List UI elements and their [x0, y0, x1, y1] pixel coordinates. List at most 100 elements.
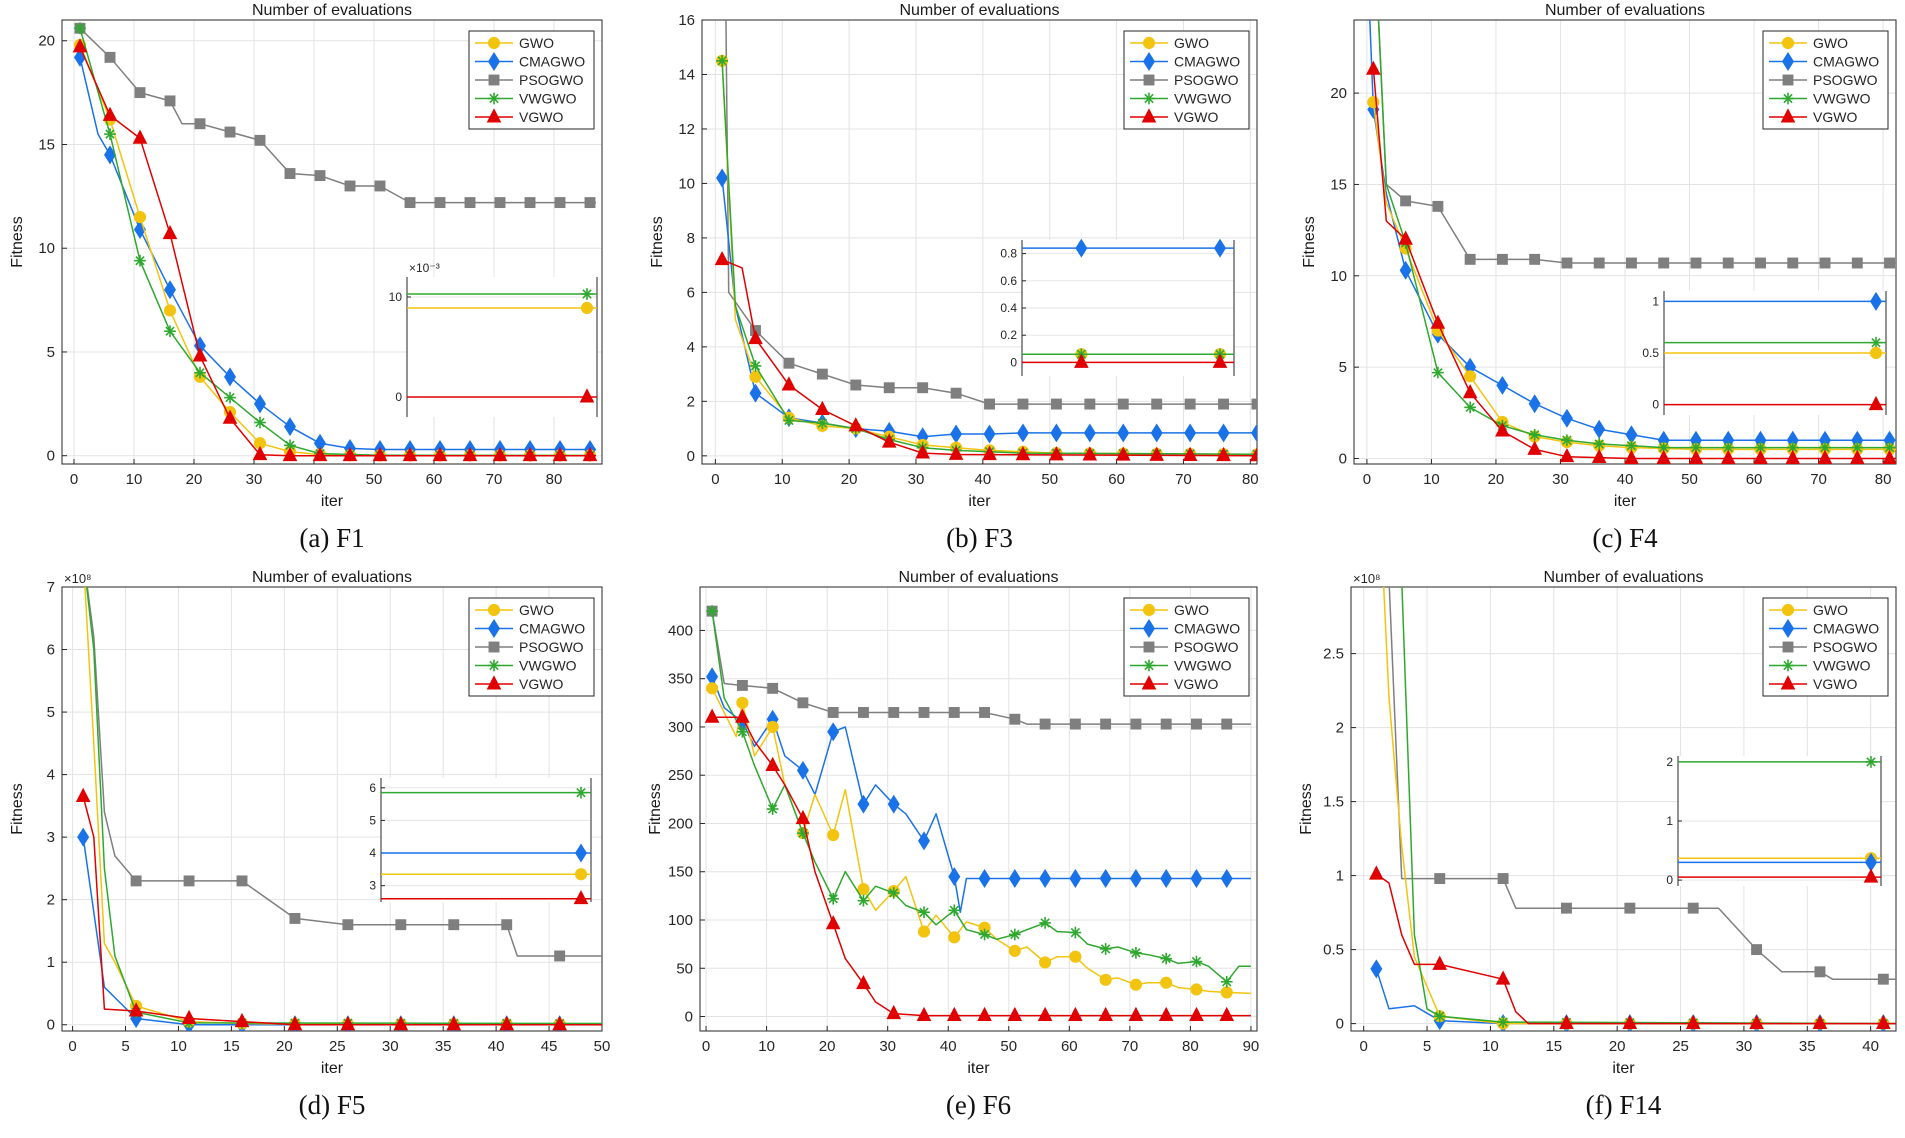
inset-marker-vgwo	[573, 889, 589, 905]
x-axis-label: iter	[321, 1060, 344, 1077]
legend-marker-gwo	[1142, 36, 1156, 50]
star-marker-arm	[1070, 927, 1081, 938]
star-marker-arm	[1252, 449, 1257, 456]
data-point-cmagwo	[1560, 408, 1573, 428]
legend-marker-cmagwo	[488, 52, 500, 71]
plot-area	[75, 587, 602, 1031]
plot-frame	[61, 19, 603, 465]
data-point-vwgwo	[918, 906, 930, 919]
data-point-cmagwo	[1083, 423, 1096, 443]
star-marker-arm	[1852, 442, 1862, 453]
legend-label-gwo: GWO	[1174, 35, 1209, 51]
data-point-vgwo	[582, 446, 598, 462]
data-point-vgwo	[1369, 865, 1384, 880]
data-point-vwgwo	[1883, 441, 1896, 454]
legend-label-vgwo: VGWO	[519, 676, 563, 692]
inset-y-tick-label: 0.4	[1000, 301, 1017, 315]
data-point-psogwo	[816, 368, 828, 380]
star-marker-arm	[1131, 948, 1141, 958]
x-tick-label: 40	[488, 1038, 505, 1055]
data-point-cmagwo	[1008, 869, 1021, 888]
y-tick-label: 6	[47, 642, 55, 659]
data-point-vgwo	[132, 129, 148, 144]
data-point-cmagwo	[254, 394, 266, 414]
inset-y-tick-label: 5	[369, 813, 376, 827]
legend-marker-gwo	[487, 36, 501, 50]
y-tick-label: 1	[47, 954, 55, 971]
data-point-psogwo	[1400, 195, 1412, 207]
data-point-gwo	[1464, 370, 1477, 383]
y-tick-label: 10	[1330, 268, 1347, 285]
data-point-vgwo	[1115, 446, 1131, 461]
y-tick-label: 7	[47, 579, 55, 596]
star-marker-arm	[1529, 430, 1540, 440]
y-tick-label: 50	[676, 960, 693, 977]
data-point-vwgwo	[164, 325, 176, 338]
star-marker-arm	[1144, 93, 1154, 104]
data-point-psogwo	[395, 919, 407, 931]
plot-frame	[1350, 586, 1897, 1032]
inset-marker-vgwo	[1074, 353, 1089, 368]
data-point-psogwo	[858, 707, 869, 718]
star-marker-arm	[1820, 442, 1830, 453]
data-point-gwo	[857, 883, 870, 896]
data-point-gwo	[948, 931, 961, 944]
data-point-vgwo	[1128, 1006, 1144, 1022]
data-point-psogwo	[1690, 257, 1702, 269]
data-point-psogwo	[1787, 257, 1799, 269]
inset-panel: 0 10 ×10⁻³	[389, 261, 598, 417]
data-point-vgwo	[72, 38, 88, 53]
y-tick-label: 2	[47, 892, 55, 909]
data-point-psogwo	[1151, 398, 1163, 410]
data-point-vgwo	[552, 1016, 567, 1031]
data-point-vgwo	[552, 446, 568, 462]
data-point-vgwo	[462, 446, 478, 462]
data-point-psogwo	[1626, 257, 1637, 269]
star-marker-arm	[225, 392, 235, 403]
inset-marker-vgwo	[1868, 395, 1884, 411]
inset-marker-cmagwo	[1214, 238, 1226, 258]
data-point-gwo	[133, 211, 147, 224]
data-point-psogwo	[1069, 718, 1081, 730]
x-tick-label: 10	[774, 471, 791, 488]
y-axis-label: Fitness	[9, 783, 26, 835]
data-point-psogwo	[827, 707, 839, 718]
data-point-psogwo	[1434, 873, 1446, 885]
series-line-vgwo	[1375, 873, 1896, 1025]
data-point-vgwo	[222, 409, 238, 424]
star-marker-arm	[737, 727, 748, 737]
data-point-vwgwo	[1464, 401, 1476, 414]
data-point-cmagwo	[1528, 394, 1541, 414]
data-point-vgwo	[499, 1016, 515, 1031]
legend-marker-vwgwo	[1782, 659, 1794, 672]
x-tick-label: 80	[1875, 471, 1892, 488]
series-line-cmagwo	[82, 836, 602, 1026]
y-tick-label: 15	[38, 136, 55, 153]
legend-label-psogwo: PSOGWO	[519, 639, 584, 655]
data-point-psogwo	[1496, 253, 1508, 265]
series-line-vgwo	[82, 796, 602, 1026]
data-point-cmagwo	[796, 760, 809, 780]
x-tick-label: 50	[594, 1038, 611, 1055]
legend-marker-gwo	[1142, 603, 1156, 617]
star-marker-arm	[784, 415, 794, 426]
x-tick-label: 50	[1000, 1038, 1017, 1055]
y-tick-label: 1.5	[1323, 794, 1344, 811]
data-point-vgwo	[75, 787, 91, 802]
inset-marker-vwgwo	[581, 288, 593, 300]
legend-marker-vgwo	[1780, 108, 1796, 123]
inset-panel: 0 1 2	[1666, 755, 1882, 887]
data-point-psogwo	[1130, 718, 1142, 730]
data-point-vwgwo	[1432, 366, 1444, 379]
data-point-vgwo	[1082, 446, 1098, 461]
series-line-vgwo	[721, 259, 1257, 457]
legend: GWO CMAGWO PSOGWO VWGWO VGWO	[1762, 597, 1889, 697]
data-point-psogwo	[494, 197, 506, 209]
y-axis-label: Fitness	[9, 216, 26, 268]
data-point-vwgwo	[1099, 943, 1112, 955]
star-marker-arm	[582, 289, 592, 299]
legend-label-vwgwo: VWGWO	[1174, 658, 1232, 674]
legend-marker-vgwo	[1141, 675, 1157, 690]
x-tick-label: 60	[1061, 1038, 1078, 1055]
data-point-vwgwo	[224, 391, 236, 404]
